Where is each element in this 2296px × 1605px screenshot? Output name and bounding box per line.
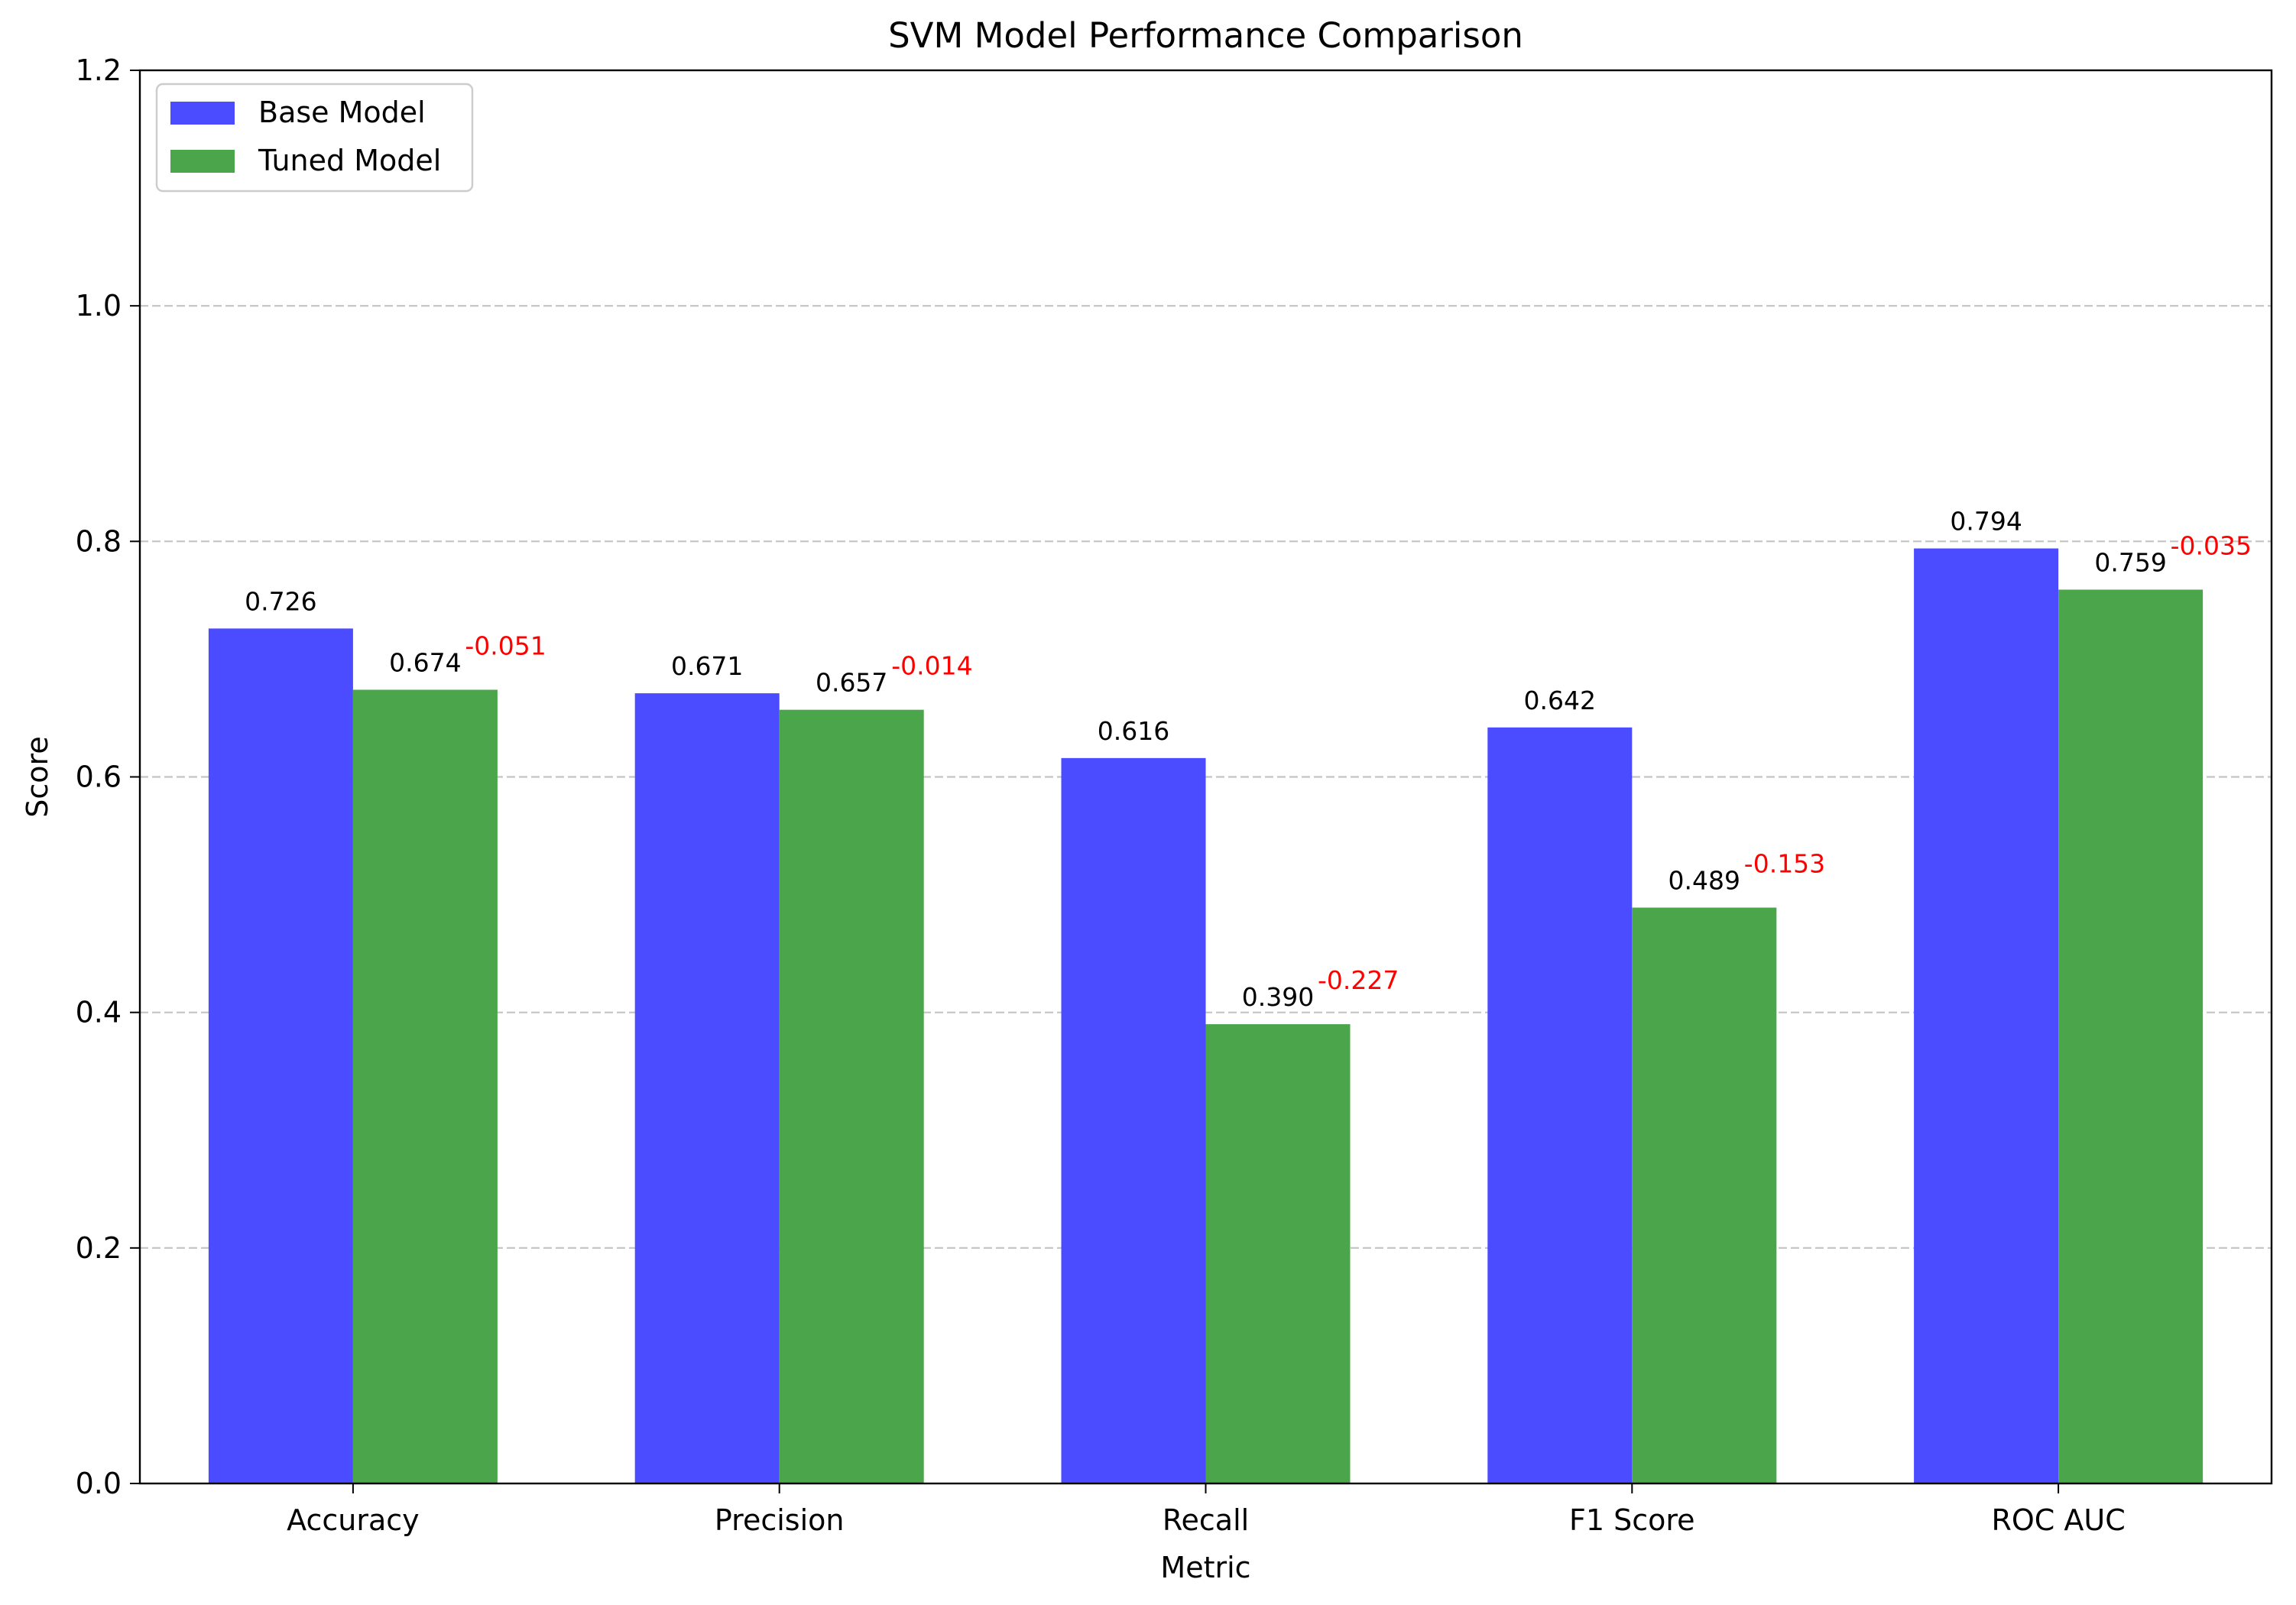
bar-base-3 bbox=[1487, 727, 1633, 1483]
legend-label: Tuned Model bbox=[258, 144, 441, 177]
bar-tuned-2 bbox=[1205, 1024, 1351, 1483]
y-axis-label: Score bbox=[21, 736, 54, 817]
legend-label: Base Model bbox=[258, 96, 426, 129]
labels: 0.726 0.674-0.051 0.671 0.657-0.014 0.616 0.3… bbox=[245, 507, 2252, 1012]
bar-tuned-3 bbox=[1632, 907, 1777, 1483]
legend-box bbox=[155, 83, 474, 193]
value-label: 0.489 bbox=[1668, 866, 1740, 896]
legend: Base Model Tuned Model bbox=[155, 83, 474, 193]
x-tick-label: ROC AUC bbox=[1991, 1503, 2125, 1537]
value-label: 0.674 bbox=[389, 647, 461, 677]
bar-tuned-0 bbox=[352, 689, 498, 1484]
delta-label: -0.227 bbox=[1318, 965, 1399, 995]
value-label: 0.657 bbox=[816, 668, 887, 698]
x-tick-label: F1 Score bbox=[1569, 1503, 1695, 1537]
y-tick-label: 0.2 bbox=[76, 1231, 122, 1265]
value-label: 0.390 bbox=[1242, 982, 1314, 1012]
x-tick-label: Accuracy bbox=[287, 1503, 420, 1537]
value-label: 0.794 bbox=[1950, 507, 2022, 537]
y-tick-label: 0.4 bbox=[76, 996, 122, 1029]
y-tick-label: 1.2 bbox=[76, 54, 122, 87]
delta-label: -0.051 bbox=[465, 631, 546, 660]
delta-label: -0.035 bbox=[2171, 531, 2252, 561]
legend-swatch-tuned bbox=[170, 150, 235, 173]
bar-base-4 bbox=[1914, 548, 2059, 1483]
chart-title: SVM Model Performance Comparison bbox=[888, 15, 1523, 56]
bars bbox=[208, 548, 2204, 1484]
y-tick-label: 1.0 bbox=[76, 289, 122, 323]
y-tick-label: 0.8 bbox=[76, 524, 122, 558]
bar-tuned-4 bbox=[2058, 589, 2204, 1483]
bar-base-0 bbox=[208, 628, 353, 1483]
value-label: 0.759 bbox=[2094, 548, 2166, 578]
x-tick-label: Recall bbox=[1163, 1503, 1249, 1537]
delta-label: -0.153 bbox=[1744, 849, 1825, 879]
axes: Accuracy Precision Recall F1 Score ROC AUC 0.… bbox=[21, 15, 2273, 1584]
bar-base-1 bbox=[634, 693, 780, 1483]
y-tick-label: 0.6 bbox=[76, 760, 122, 794]
y-tick-label: 0.0 bbox=[76, 1467, 122, 1500]
delta-label: -0.014 bbox=[891, 651, 972, 681]
x-tick-label: Precision bbox=[715, 1503, 845, 1537]
bar-base-2 bbox=[1061, 757, 1206, 1483]
value-label: 0.616 bbox=[1098, 716, 1169, 746]
legend-swatch-base bbox=[170, 102, 235, 125]
x-axis-label: Metric bbox=[1160, 1551, 1250, 1584]
value-label: 0.642 bbox=[1524, 686, 1596, 715]
value-label: 0.671 bbox=[671, 651, 743, 681]
value-label: 0.726 bbox=[245, 586, 316, 616]
bar-tuned-1 bbox=[779, 709, 924, 1483]
